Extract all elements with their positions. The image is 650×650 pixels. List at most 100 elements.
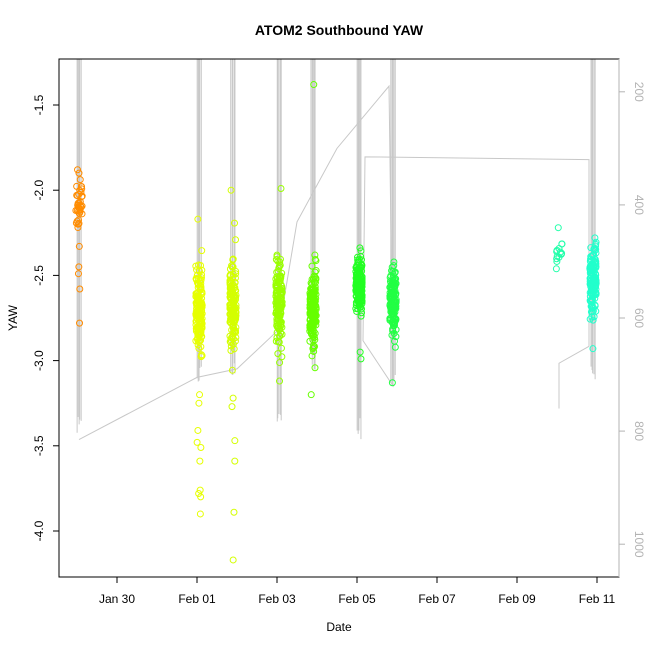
x-tick-label: Feb 01 xyxy=(178,592,216,606)
data-point-outlier xyxy=(196,391,204,399)
data-point xyxy=(387,286,395,294)
data-point xyxy=(277,344,285,352)
data-point xyxy=(586,293,594,301)
data-point xyxy=(388,331,396,339)
series-cluster xyxy=(192,215,206,518)
data-point xyxy=(227,287,235,295)
data-point xyxy=(227,319,235,327)
data-point xyxy=(310,347,318,355)
series-cluster xyxy=(352,244,366,363)
data-point xyxy=(229,298,237,306)
y2-tick-label: 800 xyxy=(632,421,646,441)
data-point xyxy=(75,216,83,224)
plot-layer xyxy=(72,59,600,564)
data-point xyxy=(357,288,365,296)
series-cluster xyxy=(272,185,286,385)
data-point xyxy=(306,299,314,307)
data-point xyxy=(193,305,201,313)
data-point xyxy=(312,267,320,275)
data-point xyxy=(310,288,318,296)
data-point xyxy=(226,265,234,273)
data-point-outlier xyxy=(589,345,597,353)
data-point xyxy=(591,258,599,266)
data-point xyxy=(591,255,599,263)
data-point xyxy=(312,317,320,325)
data-point xyxy=(309,345,317,353)
data-point xyxy=(76,176,84,184)
data-point xyxy=(277,274,285,282)
data-point xyxy=(277,290,285,298)
data-point xyxy=(390,321,398,329)
data-point xyxy=(198,247,206,255)
data-point xyxy=(555,253,563,261)
data-point xyxy=(75,209,83,217)
x-tick-label: Jan 30 xyxy=(99,592,135,606)
data-point xyxy=(311,364,319,372)
data-point-outlier xyxy=(196,457,204,465)
data-point xyxy=(392,333,400,341)
data-point xyxy=(356,244,364,252)
data-point xyxy=(587,302,595,310)
data-point xyxy=(197,353,205,361)
data-point-outlier xyxy=(74,166,82,174)
data-point xyxy=(310,321,318,329)
data-point xyxy=(198,266,206,274)
data-point xyxy=(197,303,205,311)
data-point xyxy=(230,326,238,334)
data-point xyxy=(354,253,362,261)
data-point xyxy=(306,327,314,335)
series-cluster xyxy=(586,234,600,353)
data-point-outlier xyxy=(76,285,84,293)
data-point xyxy=(278,323,286,331)
data-point xyxy=(592,238,600,246)
data-point xyxy=(276,359,284,367)
data-point xyxy=(311,268,319,276)
data-point-outlier xyxy=(277,185,285,192)
data-point xyxy=(277,318,285,326)
data-point-outlier xyxy=(229,394,237,402)
data-point xyxy=(553,257,561,265)
data-point xyxy=(198,290,206,298)
data-point xyxy=(388,263,396,271)
series-cluster xyxy=(226,186,240,564)
data-point-outlier xyxy=(75,169,83,177)
data-point xyxy=(558,240,566,248)
data-point xyxy=(386,292,394,300)
data-point-outlier xyxy=(195,399,203,407)
data-point xyxy=(278,353,286,361)
data-point xyxy=(592,264,600,272)
data-point xyxy=(307,320,315,328)
data-point xyxy=(276,304,284,312)
data-point xyxy=(195,267,203,275)
data-point xyxy=(197,286,205,294)
plot-area xyxy=(72,59,600,564)
data-point xyxy=(358,275,366,283)
series-cluster xyxy=(306,81,320,399)
data-point xyxy=(306,337,314,345)
data-point xyxy=(276,332,284,340)
y2-tick-label: 1000 xyxy=(632,531,646,558)
data-point xyxy=(352,268,360,276)
data-point xyxy=(192,275,200,283)
axes-layer: Jan 30 Feb 01 Feb 03 Feb 05 Feb 07 Feb 09 Feb … xyxy=(32,58,646,606)
data-point xyxy=(229,256,237,264)
data-point-outlier xyxy=(231,437,239,445)
data-point xyxy=(357,283,365,291)
data-point-outlier xyxy=(194,426,202,434)
data-point xyxy=(587,289,595,297)
data-point xyxy=(228,317,236,325)
data-point-outlier xyxy=(195,490,203,498)
data-point xyxy=(591,277,599,285)
data-point xyxy=(227,347,235,355)
data-point xyxy=(227,272,235,280)
data-point xyxy=(357,253,365,261)
scatter-points xyxy=(72,81,600,564)
data-point xyxy=(277,287,285,295)
data-point xyxy=(73,191,81,199)
data-point xyxy=(273,308,281,316)
data-point xyxy=(357,312,365,320)
data-point xyxy=(391,343,399,351)
data-point xyxy=(78,210,86,218)
data-point xyxy=(74,202,82,210)
